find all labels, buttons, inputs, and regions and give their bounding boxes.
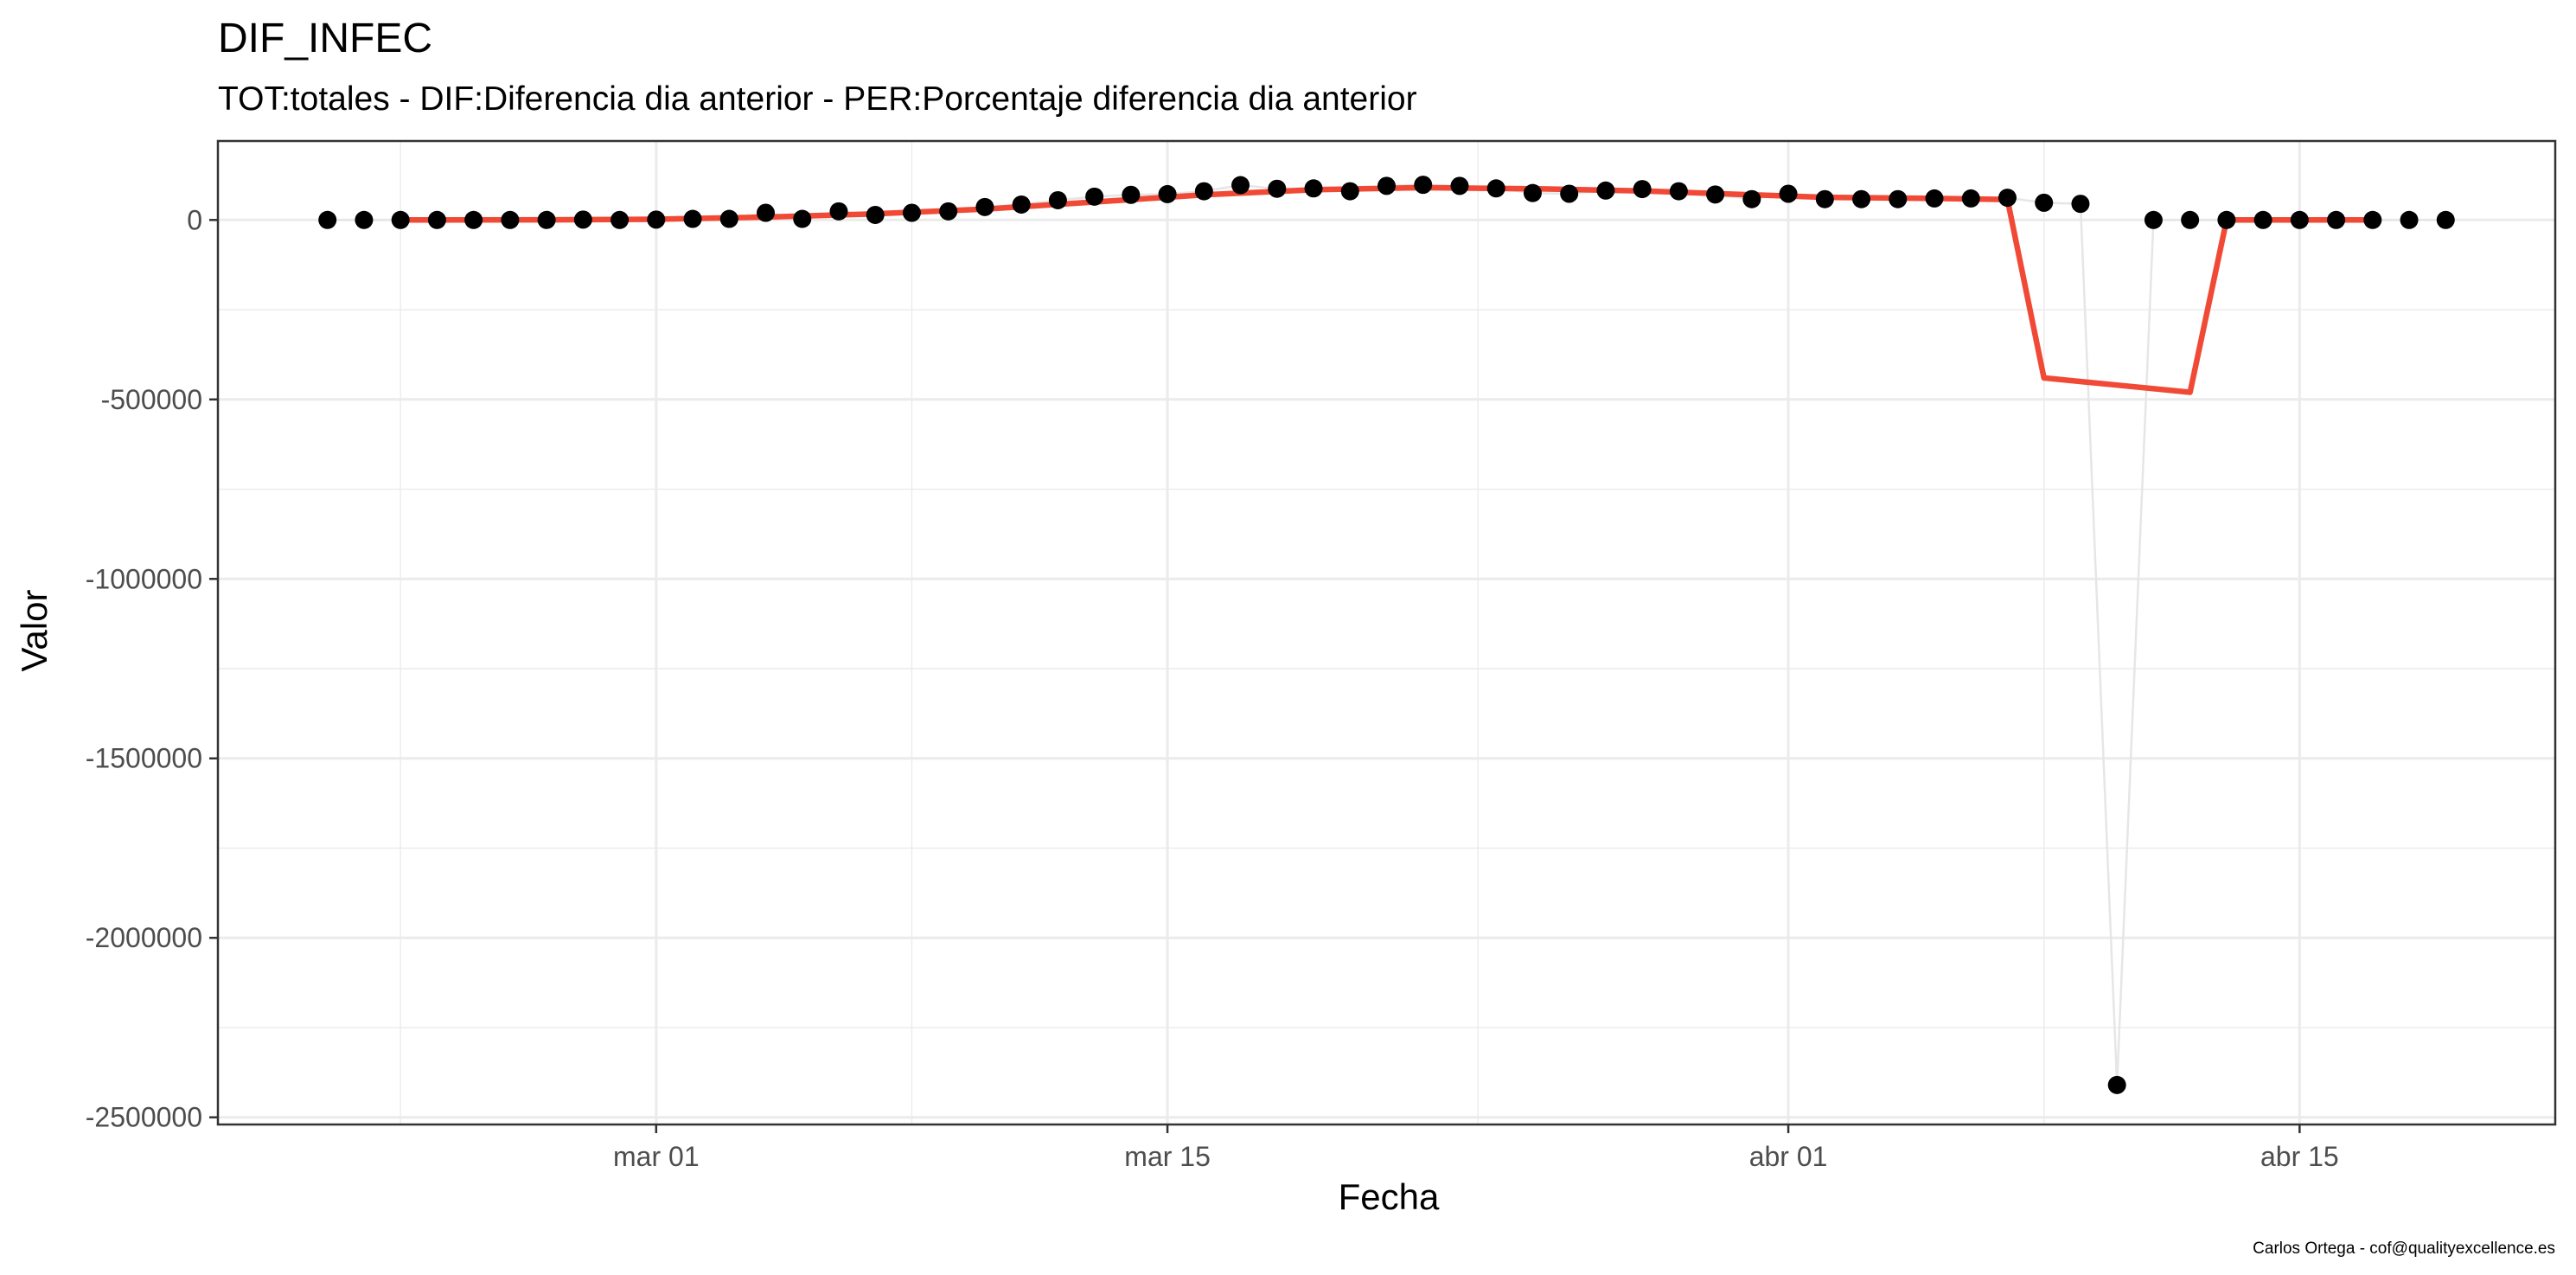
data-point	[1231, 176, 1250, 195]
data-point	[2144, 210, 2163, 229]
data-point	[2217, 210, 2236, 229]
smooth-line-layer	[400, 184, 2373, 395]
y-tick-label: -500000	[101, 384, 202, 415]
y-axis-title: Valor	[14, 590, 54, 672]
data-point	[2181, 210, 2200, 229]
data-point	[501, 210, 520, 229]
panel-frame	[216, 139, 2557, 1126]
panel-background	[218, 141, 2555, 1124]
data-point	[1340, 182, 1359, 201]
caption: Carlos Ortega - cof@qualityexcellence.es	[2253, 1240, 2555, 1258]
data-point	[1523, 183, 1542, 202]
x-tick-label: mar 15	[1124, 1141, 1211, 1172]
data-point	[1085, 187, 1104, 206]
data-point	[902, 203, 921, 222]
data-point	[2436, 210, 2455, 229]
data-points	[318, 176, 2455, 1094]
data-point	[1012, 195, 1031, 214]
data-point	[1925, 189, 1944, 208]
data-point	[318, 210, 337, 229]
data-point	[2253, 210, 2272, 229]
data-point	[719, 209, 738, 228]
x-axis-ticks: mar 01 mar 15 abr 01 abr 15	[613, 1124, 2339, 1172]
data-point	[975, 197, 994, 216]
data-point	[1486, 179, 1505, 198]
data-point	[2035, 193, 2054, 212]
smooth-line	[400, 184, 2373, 395]
data-point	[2107, 1075, 2126, 1094]
x-tick-label: mar 01	[613, 1141, 700, 1172]
data-point	[1414, 176, 1433, 195]
data-point	[1048, 190, 1067, 209]
data-point	[866, 205, 885, 224]
y-tick-label: -2500000	[86, 1102, 202, 1133]
data-point	[1779, 184, 1798, 203]
data-point	[1669, 182, 1688, 201]
data-point	[793, 209, 812, 228]
data-point	[1998, 189, 2017, 208]
y-tick-label: -2000000	[86, 922, 202, 953]
data-point	[464, 210, 483, 229]
data-point	[2363, 210, 2382, 229]
data-point	[1268, 179, 1287, 198]
plot-panel	[218, 141, 2555, 1124]
data-point	[757, 203, 776, 222]
data-point	[427, 210, 446, 229]
data-point	[1742, 189, 1761, 208]
chart-title: DIF_INFEC	[218, 16, 432, 61]
x-axis-title: Fecha	[1339, 1176, 1440, 1217]
data-point	[1450, 176, 1469, 195]
data-point	[1377, 176, 1396, 195]
x-tick-label: abr 01	[1749, 1141, 1828, 1172]
data-point	[939, 202, 958, 221]
data-point	[391, 210, 410, 229]
data-point	[2290, 210, 2309, 229]
data-point	[355, 210, 374, 229]
y-tick-label: -1000000	[86, 563, 202, 594]
data-point	[647, 210, 666, 229]
y-tick-label: 0	[187, 204, 202, 235]
data-point	[2327, 210, 2346, 229]
data-point	[1194, 182, 1213, 201]
data-point	[1122, 185, 1141, 204]
data-point	[1961, 189, 1980, 208]
data-point	[1158, 184, 1177, 203]
data-point	[2071, 195, 2090, 214]
data-point	[2400, 210, 2419, 229]
data-point	[1706, 185, 1725, 204]
data-point	[1633, 180, 1652, 199]
y-tick-label: -1500000	[86, 743, 202, 774]
data-point	[829, 202, 848, 221]
data-point	[610, 210, 630, 229]
data-point	[537, 210, 556, 229]
data-point	[1852, 189, 1871, 208]
x-tick-label: abr 15	[2260, 1141, 2339, 1172]
y-axis-ticks: 0 -500000 -1000000 -1500000 -2000000 -2500000	[86, 204, 218, 1133]
data-point	[1560, 184, 1579, 203]
data-point	[1889, 189, 1908, 208]
data-point	[683, 209, 702, 228]
data-point	[1815, 189, 1834, 208]
data-point	[1596, 181, 1615, 200]
panel-border	[216, 139, 2557, 1126]
data-point	[573, 210, 592, 229]
data-point	[1304, 179, 1323, 198]
chart-subtitle: TOT:totales - DIF:Diferencia dia anterio…	[218, 80, 1417, 118]
